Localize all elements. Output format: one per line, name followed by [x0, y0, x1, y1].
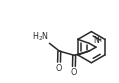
- Text: N: N: [93, 36, 99, 45]
- Text: $\mathregular{H_2N}$: $\mathregular{H_2N}$: [32, 30, 49, 43]
- Text: H: H: [97, 37, 102, 43]
- Text: O: O: [56, 64, 62, 73]
- Text: O: O: [71, 68, 77, 78]
